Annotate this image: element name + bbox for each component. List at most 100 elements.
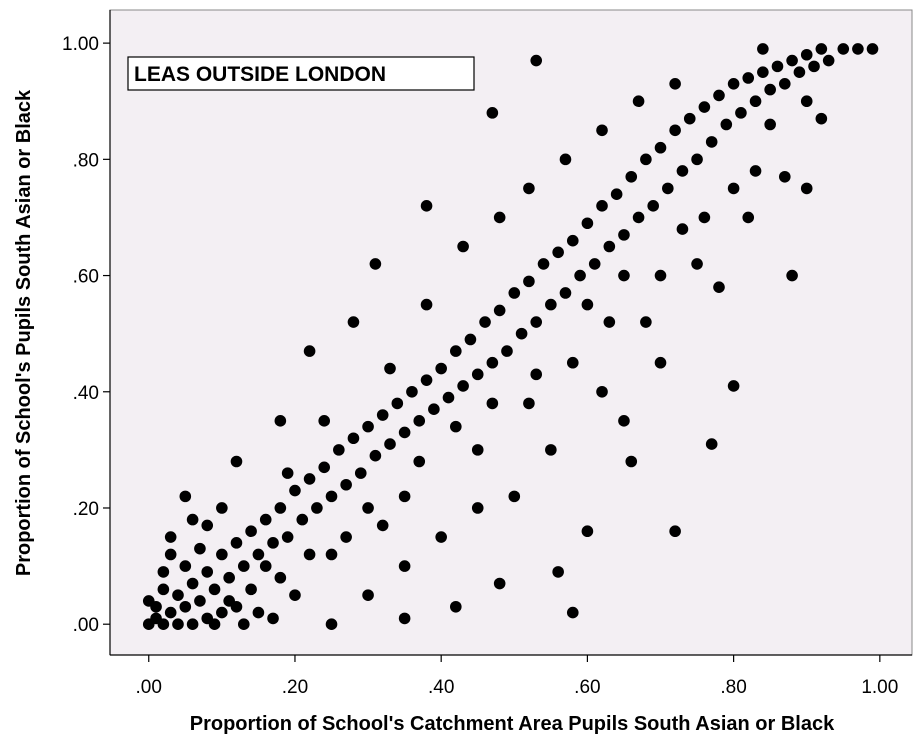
point — [815, 112, 828, 125]
point — [705, 136, 718, 148]
point — [647, 200, 659, 212]
point — [618, 269, 630, 282]
point — [157, 566, 170, 578]
point — [413, 455, 426, 468]
point — [545, 298, 557, 311]
y-tick-label: 1.00 — [62, 34, 99, 55]
point — [442, 391, 455, 404]
point — [530, 368, 543, 381]
point — [420, 298, 433, 311]
point — [508, 287, 521, 299]
point — [259, 513, 272, 526]
point — [179, 560, 192, 572]
point — [625, 170, 638, 183]
point — [172, 618, 184, 631]
point — [559, 153, 572, 166]
point — [420, 374, 433, 386]
point — [340, 531, 352, 543]
point — [428, 403, 440, 416]
point — [771, 60, 784, 73]
point — [800, 95, 813, 108]
point — [384, 362, 396, 375]
point — [245, 583, 257, 596]
point — [340, 478, 352, 491]
point — [201, 519, 214, 532]
point — [420, 200, 433, 212]
point — [727, 77, 740, 90]
point — [552, 566, 564, 578]
x-tick-label: .40 — [428, 677, 454, 698]
point — [486, 397, 499, 410]
point — [742, 72, 755, 84]
point — [325, 548, 338, 561]
point — [362, 502, 374, 514]
point — [566, 356, 579, 369]
point — [354, 467, 367, 479]
x-tick-label: .60 — [574, 677, 600, 698]
point — [281, 531, 294, 543]
point — [764, 83, 776, 96]
point — [822, 54, 835, 67]
point — [786, 269, 798, 282]
point — [486, 107, 499, 119]
point — [362, 420, 374, 433]
point — [157, 618, 170, 631]
point — [640, 316, 652, 328]
point — [705, 438, 718, 450]
point — [654, 269, 667, 282]
point — [866, 43, 879, 55]
point — [596, 200, 608, 212]
point — [296, 513, 309, 526]
point — [179, 490, 192, 503]
point — [208, 583, 221, 596]
annotation: LEAS OUTSIDE LONDON — [134, 63, 386, 86]
point — [457, 380, 469, 392]
point — [384, 438, 396, 450]
point — [720, 118, 733, 131]
x-tick-label: 1.00 — [861, 677, 898, 698]
point — [318, 415, 331, 427]
point — [530, 54, 543, 67]
point — [786, 54, 798, 67]
y-axis-title: Proportion of School's Pupils South Asia… — [13, 89, 35, 576]
point — [486, 356, 499, 369]
point — [216, 502, 228, 514]
point — [216, 606, 228, 619]
point — [289, 484, 301, 497]
point — [581, 217, 594, 230]
y-tick-label: .40 — [73, 383, 99, 404]
point — [735, 107, 747, 119]
point — [596, 124, 608, 137]
point — [581, 298, 594, 311]
point — [398, 612, 411, 625]
point — [142, 595, 155, 607]
point — [267, 612, 279, 625]
point — [318, 461, 331, 474]
point — [398, 560, 411, 572]
point — [523, 397, 535, 410]
point — [515, 327, 528, 340]
x-tick-label: .80 — [720, 677, 746, 698]
point — [610, 188, 623, 201]
point — [778, 77, 791, 90]
point — [566, 234, 579, 247]
point — [252, 548, 265, 561]
point — [713, 89, 725, 102]
point — [223, 571, 235, 584]
point — [749, 95, 762, 108]
point — [683, 112, 696, 125]
x-tick-label: .20 — [282, 677, 308, 698]
point — [530, 316, 543, 328]
point — [559, 287, 572, 299]
point — [362, 589, 374, 601]
annotation-box — [127, 56, 475, 91]
point — [333, 444, 345, 456]
point — [493, 577, 506, 590]
point — [691, 258, 703, 270]
point — [713, 281, 725, 293]
point — [669, 77, 681, 90]
point — [208, 618, 221, 631]
point — [632, 95, 645, 108]
point — [347, 432, 360, 445]
point — [471, 502, 484, 514]
